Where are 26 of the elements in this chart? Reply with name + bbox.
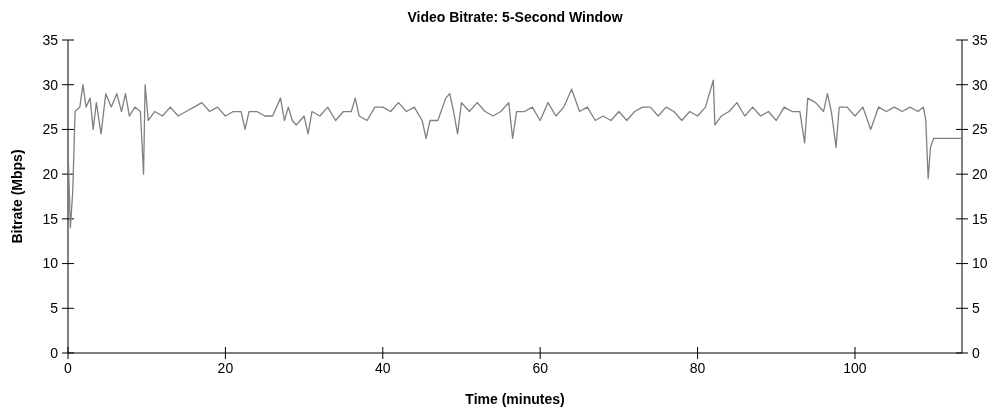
y2-tick-label: 0 xyxy=(972,344,980,361)
y-tick-label: 25 xyxy=(42,121,59,138)
y2-tick-label: 20 xyxy=(972,166,988,183)
y-tick-label: 20 xyxy=(42,166,59,183)
y-axis-title: Bitrate (Mbps) xyxy=(9,149,25,244)
y-tick-label: 35 xyxy=(42,31,59,48)
x-tick-label: 80 xyxy=(689,360,706,376)
y2-tick-label: 5 xyxy=(972,300,980,317)
x-tick-label: 100 xyxy=(843,360,867,376)
y2-tick-label: 30 xyxy=(972,76,988,93)
y-tick-label: 5 xyxy=(50,300,59,317)
y-tick-label: 30 xyxy=(42,76,59,93)
line-series xyxy=(67,79,963,229)
y2-tick-label: 35 xyxy=(972,31,988,48)
x-tick-label: 40 xyxy=(375,360,391,376)
y2-tick-label: 25 xyxy=(972,121,988,138)
y-tick-label: 0 xyxy=(50,344,59,361)
y2-tick-label: 10 xyxy=(972,255,988,272)
y-tick-label: 10 xyxy=(42,255,59,272)
y-tick-label: 15 xyxy=(42,210,59,227)
x-tick-label: 60 xyxy=(532,360,549,376)
x-axis-title: Time (minutes) xyxy=(465,391,565,407)
chart-title: Video Bitrate: 5-Second Window xyxy=(407,9,623,25)
y2-tick-label: 15 xyxy=(972,210,988,227)
x-tick-label: 0 xyxy=(64,360,73,376)
x-tick-label: 20 xyxy=(217,360,234,376)
